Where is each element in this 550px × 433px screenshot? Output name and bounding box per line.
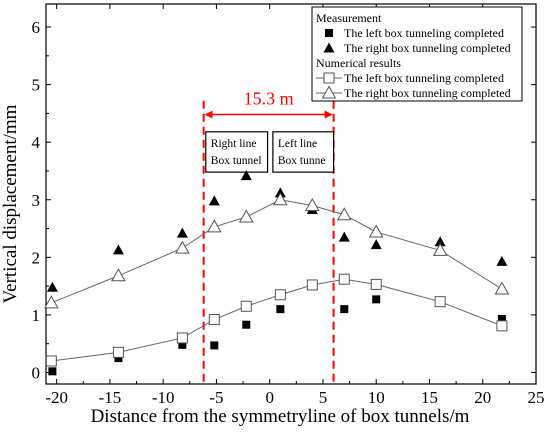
x-tick-label: -5 — [209, 388, 223, 407]
box-right-line-text: Right line — [211, 138, 257, 150]
box-left-line-text: Left line — [278, 138, 317, 150]
legend-markers — [316, 29, 342, 99]
x-tick-label: 25 — [528, 388, 545, 407]
x-tick-label: 5 — [319, 388, 328, 407]
plot-area — [45, 3, 537, 385]
data-point-measured-left — [114, 354, 123, 363]
legend-marker-measured-left — [325, 29, 333, 37]
data-point-measured-right — [240, 170, 252, 181]
legend-marker-measured-right — [323, 42, 335, 53]
box-right-line-text: Box tunnel — [211, 155, 262, 167]
box-left-line-text: Box tunne — [278, 155, 326, 167]
legend-box — [311, 6, 523, 102]
x-tick-label: -20 — [45, 388, 68, 407]
data-point-measured-left — [242, 320, 251, 329]
legend: Measurement The left box tunneling compl… — [311, 6, 523, 102]
y-tick-label: 1 — [32, 306, 41, 325]
y-tick-label: 4 — [32, 133, 41, 152]
data-point-numerical-left — [338, 273, 350, 285]
data-point-numerical-left — [112, 346, 124, 358]
legend-marker-numerical-right — [321, 85, 337, 99]
data-point-measured-right — [496, 255, 508, 266]
x-tick-label: 10 — [368, 388, 385, 407]
box-right-line-box — [205, 131, 269, 173]
data-point-numerical-right — [272, 192, 288, 206]
data-point-measured-right — [434, 236, 446, 247]
data-point-measured-left — [497, 314, 506, 323]
x-tick-label: 15 — [421, 388, 438, 407]
data-point-numerical-right — [432, 242, 448, 256]
x-axis-title: Distance from the symmetryline of box tu… — [91, 406, 470, 427]
data-point-numerical-right — [336, 207, 352, 221]
data-point-measured-right — [176, 227, 188, 238]
data-point-measured-right — [46, 281, 58, 292]
data-point-numerical-right — [174, 240, 190, 254]
data-point-measured-left — [276, 305, 285, 314]
plot-border — [45, 3, 537, 385]
data-point-numerical-left — [45, 355, 57, 367]
legend-label-numerical-right: The right box tunneling completed — [344, 86, 511, 100]
data-point-measured-left — [340, 305, 349, 314]
data-point-numerical-right — [494, 281, 510, 295]
data-point-numerical-right — [368, 224, 384, 238]
x-tick-label: 0 — [265, 388, 274, 407]
data-point-measured-left — [372, 295, 381, 304]
legend-group-title-measurement: Measurement — [316, 11, 382, 25]
legend-label-measured-left: The left box tunneling completed — [344, 26, 504, 40]
x-tick-label: 20 — [474, 388, 491, 407]
data-point-numerical-left — [274, 289, 286, 301]
data-point-numerical-right — [238, 209, 254, 223]
data-point-numerical-left — [370, 278, 382, 290]
legend-label-numerical-left: The left box tunneling completed — [344, 71, 504, 85]
data-point-numerical-left — [208, 314, 220, 326]
y-tick-label: 3 — [32, 191, 41, 210]
y-tick-label: 6 — [32, 18, 41, 37]
data-point-measured-right — [338, 231, 350, 242]
dimension-label: 15.3 m — [244, 89, 294, 109]
x-tick-label: -10 — [152, 388, 175, 407]
y-tick-label: 2 — [32, 248, 41, 267]
data-point-numerical-right — [304, 197, 320, 212]
x-tick-label: -15 — [99, 388, 122, 407]
data-point-numerical-right — [111, 268, 126, 282]
data-points — [43, 170, 510, 376]
y-tick-label: 0 — [32, 363, 41, 382]
data-point-measured-right — [208, 195, 220, 206]
annotations: 15.3 m Right line Box tunnel Left line Box t… — [202, 89, 335, 384]
data-point-numerical-left — [240, 300, 252, 312]
legend-label-measured-right: The right box tunneling completed — [344, 41, 511, 55]
data-point-measured-right — [370, 239, 382, 250]
data-point-numerical-right — [206, 219, 222, 233]
data-point-numerical-left — [176, 332, 188, 344]
y-axis-title: Vertical displacement/mm — [0, 104, 21, 303]
axis-ticks: -20 -15 -10 -5 0 5 10 15 20 25 0 1 2 3 4 5 6 — [32, 4, 545, 407]
data-point-numerical-left — [306, 279, 318, 291]
y-tick-label: 5 — [32, 76, 41, 95]
data-point-measured-left — [178, 340, 187, 349]
legend-marker-numerical-left — [323, 72, 335, 84]
data-point-numerical-right — [43, 295, 59, 309]
data-point-measured-right — [112, 244, 124, 255]
box-left-line-box — [272, 131, 335, 173]
data-point-numerical-left — [434, 296, 446, 308]
data-point-numerical-left — [496, 320, 508, 332]
legend-group-title-numerical: Numerical results — [316, 56, 401, 70]
data-point-measured-left — [210, 341, 219, 350]
data-point-measured-left — [48, 367, 57, 376]
